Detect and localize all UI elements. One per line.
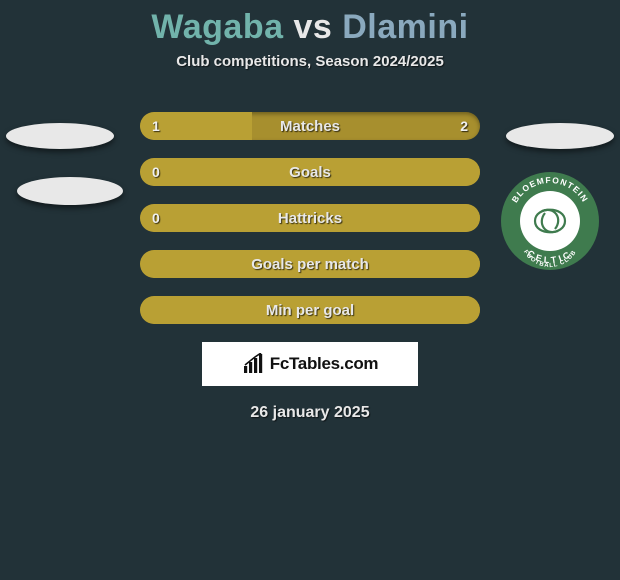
- comparison-title: Wagaba vs Dlamini: [0, 0, 620, 47]
- stat-row: 12Matches: [140, 112, 480, 140]
- stat-label: Min per goal: [140, 296, 480, 324]
- player-a-avatar-placeholder: [6, 123, 114, 149]
- stat-row: 0Hattricks: [140, 204, 480, 232]
- fctables-logo-text: FcTables.com: [270, 354, 379, 374]
- player-b-name: Dlamini: [342, 8, 468, 46]
- stat-row: Min per goal: [140, 296, 480, 324]
- bar-chart-icon: [242, 353, 266, 375]
- date-line: 26 january 2025: [0, 404, 620, 422]
- stat-row: 0Goals: [140, 158, 480, 186]
- crest-inner-circle: [520, 191, 580, 251]
- vs-word: vs: [293, 8, 332, 46]
- stat-bars-container: 12Matches 0Goals 0Hattricks Goals per match…: [140, 112, 480, 324]
- player-a-club-placeholder: [17, 177, 123, 205]
- fctables-logo-box: FcTables.com: [202, 342, 418, 386]
- stat-label: Hattricks: [140, 204, 480, 232]
- stat-label: Matches: [140, 112, 480, 140]
- player-a-name: Wagaba: [151, 8, 283, 46]
- player-b-avatar-placeholder: [506, 123, 614, 149]
- stat-label: Goals: [140, 158, 480, 186]
- player-b-club-crest: BLOEMFONTEIN CELTIC FOOTBALL CLUB: [500, 171, 600, 271]
- stat-label: Goals per match: [140, 250, 480, 278]
- stat-row: Goals per match: [140, 250, 480, 278]
- subtitle-line: Club competitions, Season 2024/2025: [0, 53, 620, 70]
